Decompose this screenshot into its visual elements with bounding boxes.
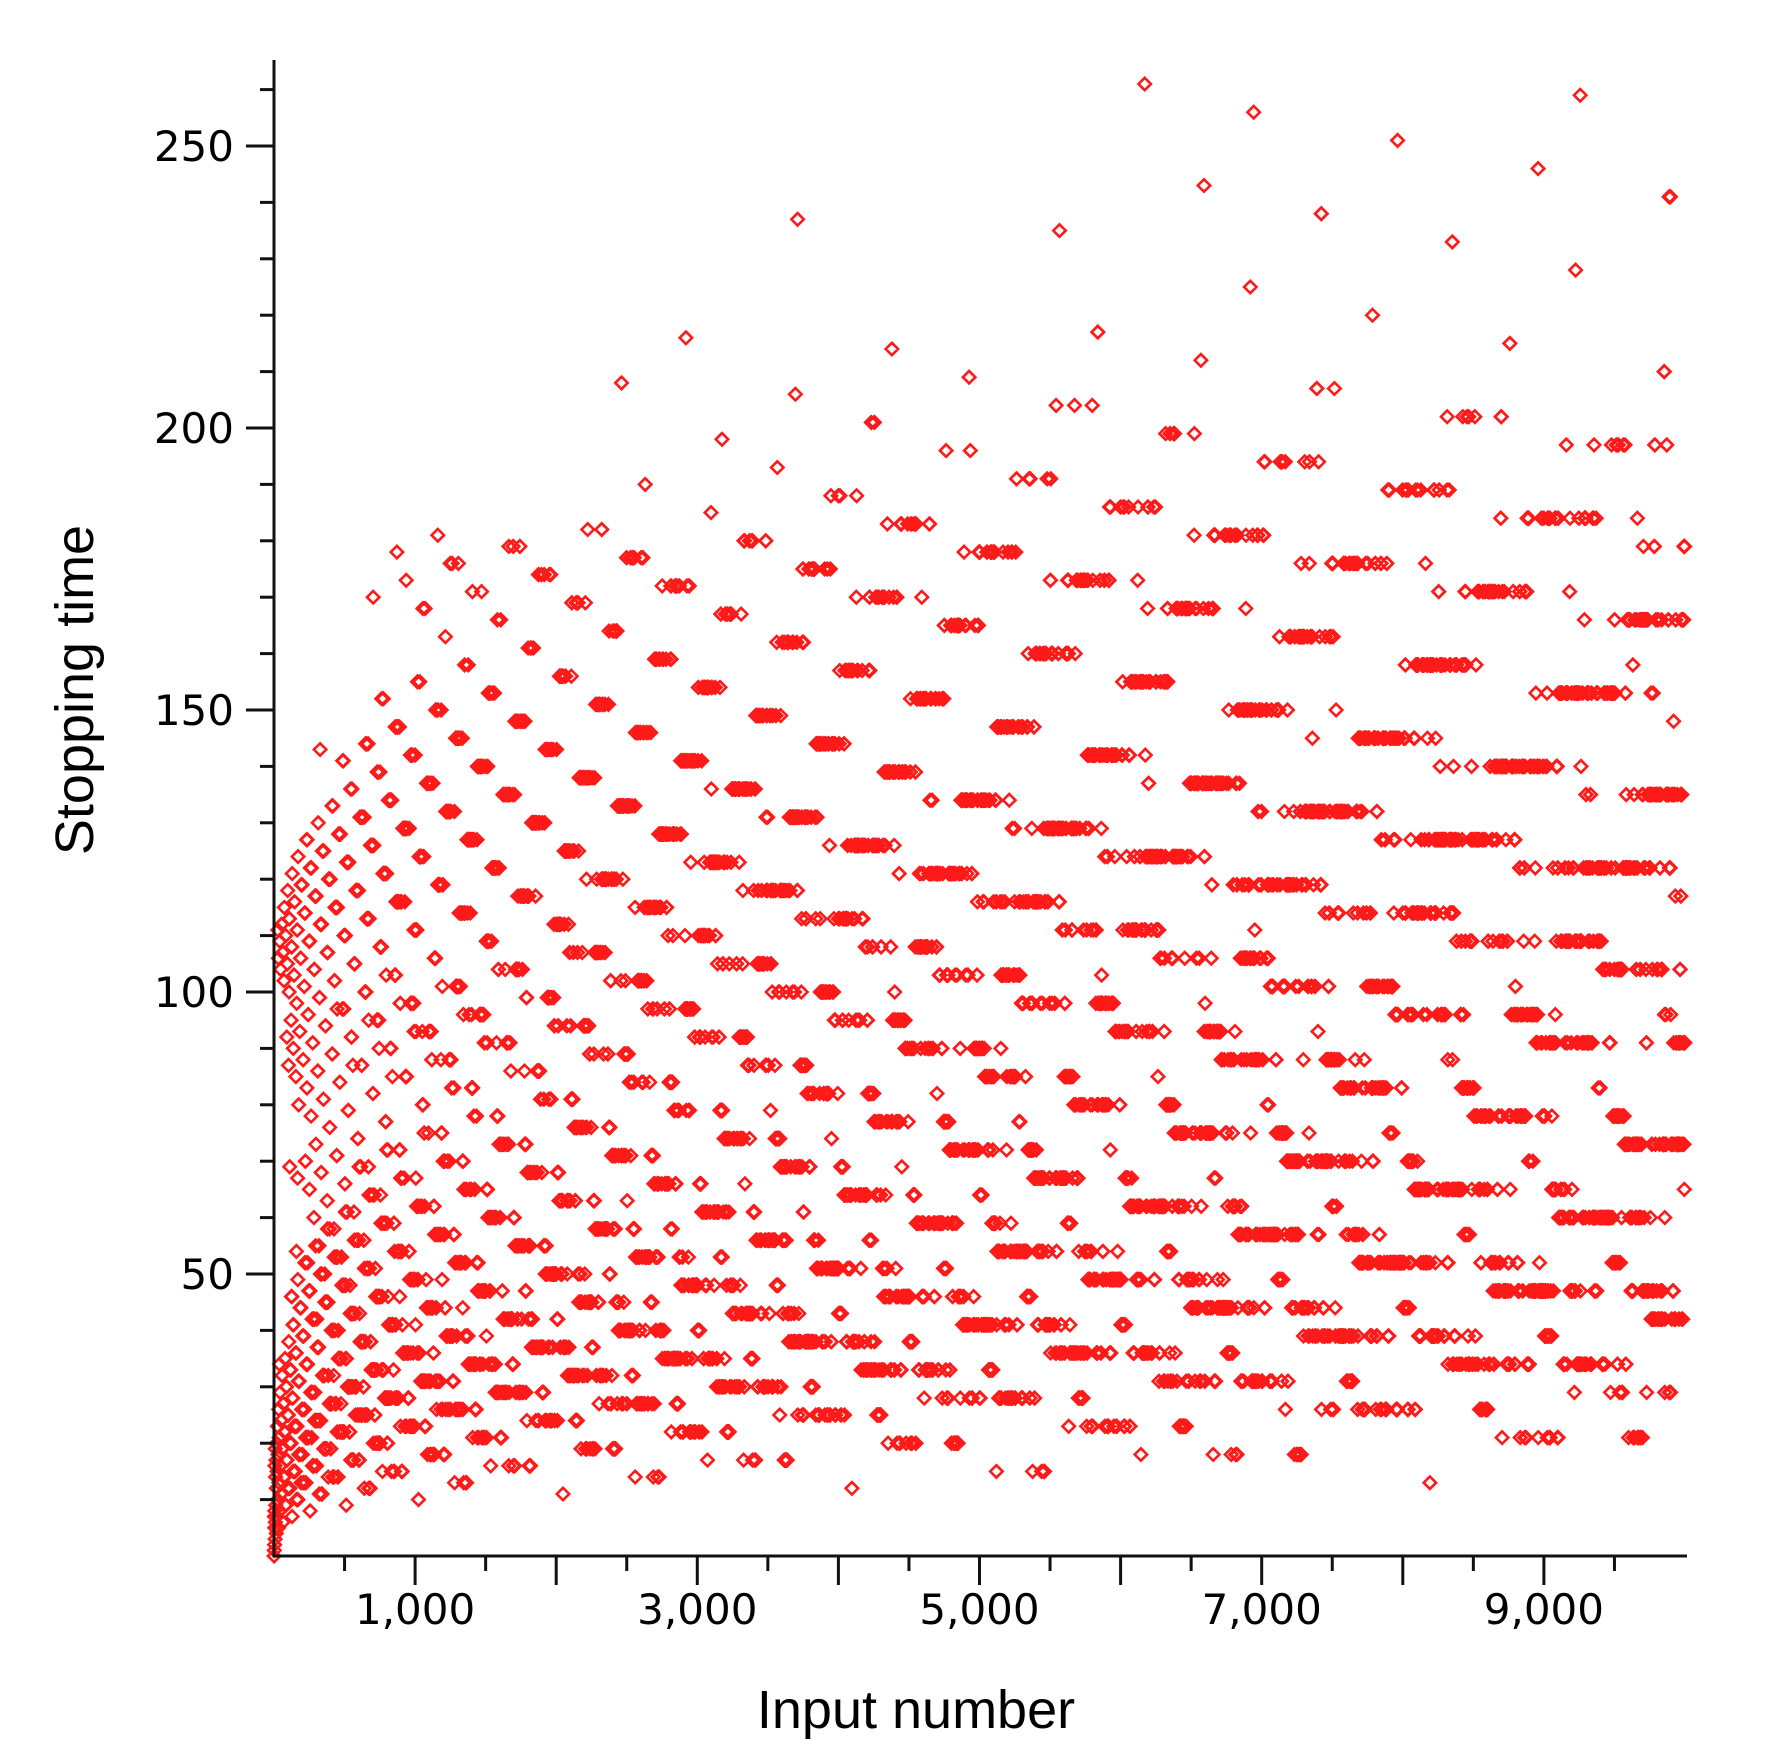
- x-axis-ticks: 1,000 3,000 5,000 7,000 9,000: [343, 1556, 1616, 1634]
- y-axis-ticks: 50 100 150 200 250: [154, 88, 274, 1502]
- diamond-markers: [266, 75, 1693, 1565]
- y-tick-label: 50: [181, 1250, 234, 1299]
- y-tick-label: 250: [154, 122, 234, 171]
- x-tick-label: 7,000: [1202, 1585, 1322, 1634]
- x-axis-title: Input number: [756, 1680, 1076, 1740]
- x-tick-label: 3,000: [637, 1585, 757, 1634]
- data-points: [266, 75, 1693, 1565]
- y-tick-label: 100: [154, 968, 234, 1017]
- axes: 50 100 150 200 250 1,000 3,000 5,000 7,000 9,000: [154, 60, 1687, 1634]
- x-tick-label: 1,000: [355, 1585, 475, 1634]
- y-tick-label: 150: [154, 686, 234, 735]
- x-tick-label: 5,000: [919, 1585, 1039, 1634]
- x-tick-label: 9,000: [1484, 1585, 1604, 1634]
- y-axis-title: Stopping time: [45, 524, 105, 856]
- y-tick-label: 200: [154, 404, 234, 453]
